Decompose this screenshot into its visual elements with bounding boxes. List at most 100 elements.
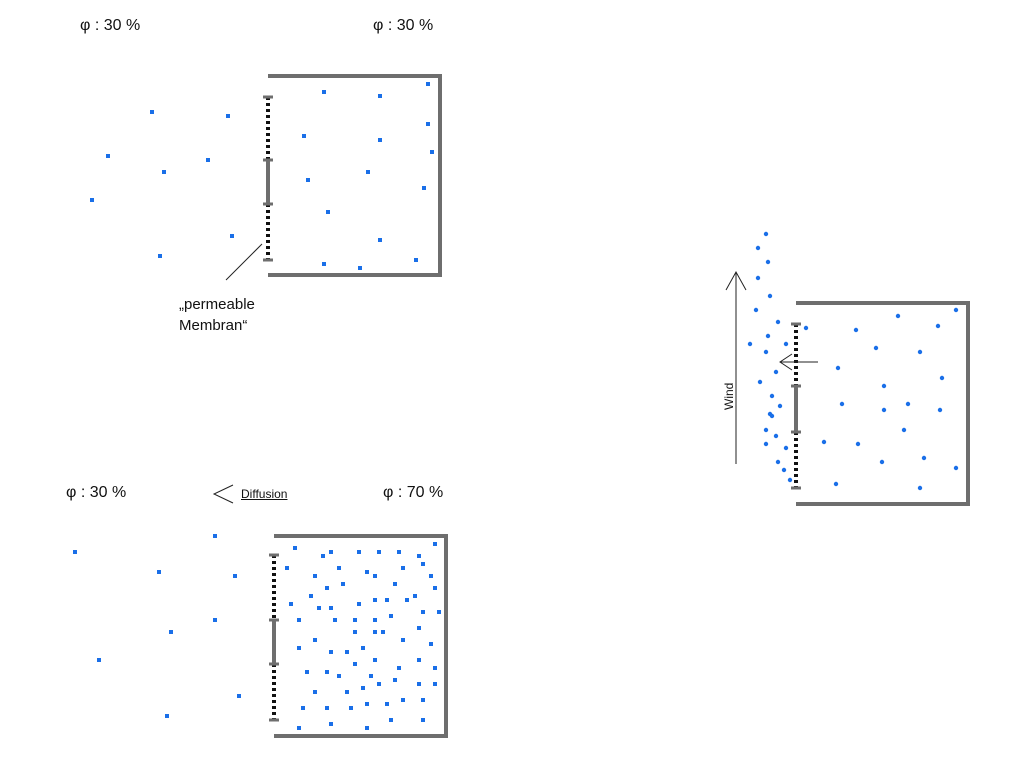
outside-particle — [206, 158, 210, 162]
inside-particle — [939, 375, 945, 381]
inside-particle — [385, 598, 389, 602]
inside-particle — [855, 441, 861, 447]
inside-particle — [821, 439, 827, 445]
inside-particle — [326, 210, 330, 214]
inside-particle — [430, 150, 434, 154]
outside-humidity-label-top: φ : 30 % — [80, 17, 141, 34]
inside-particle — [358, 266, 362, 270]
inside-particle — [397, 550, 401, 554]
inside-particle — [378, 238, 382, 242]
inside-particle — [345, 690, 349, 694]
inside-humidity-label-bottom: φ : 70 % — [383, 484, 444, 501]
inside-particle — [935, 323, 941, 329]
inside-particle — [385, 702, 389, 706]
inside-particle — [879, 459, 885, 465]
inside-particle — [313, 574, 317, 578]
inside-particle — [833, 481, 839, 487]
outside-particle — [763, 349, 769, 355]
outside-particle — [755, 245, 761, 251]
inside-particle — [306, 178, 310, 182]
inside-particle — [377, 682, 381, 686]
inside-particle — [881, 407, 887, 413]
outside-particle — [783, 445, 789, 451]
outside-particle — [783, 341, 789, 347]
inside-particle — [433, 542, 437, 546]
inside-particle — [293, 546, 297, 550]
inside-particle — [421, 718, 425, 722]
inside-humidity-label-top: φ : 30 % — [373, 17, 434, 34]
inside-particle — [349, 706, 353, 710]
outside-particle — [90, 198, 94, 202]
inside-particle — [325, 706, 329, 710]
inside-particle — [345, 650, 349, 654]
outside-particle — [763, 231, 769, 237]
inside-particle — [433, 586, 437, 590]
outside-particle — [765, 259, 771, 265]
inside-particle — [329, 650, 333, 654]
inside-particle — [377, 550, 381, 554]
outside-particle — [757, 379, 763, 385]
inside-particle — [322, 90, 326, 94]
inside-particle — [429, 574, 433, 578]
inside-particle — [937, 407, 943, 413]
inside-particle — [853, 327, 859, 333]
inside-particle — [417, 554, 421, 558]
outside-particle — [106, 154, 110, 158]
inside-particle — [393, 678, 397, 682]
outside-particle — [777, 403, 783, 409]
outside-particle — [769, 413, 775, 419]
inside-particle — [421, 610, 425, 614]
inside-particle — [389, 718, 393, 722]
inside-particle — [365, 702, 369, 706]
inside-particle — [329, 606, 333, 610]
inside-particle — [321, 554, 325, 558]
inside-particle — [325, 586, 329, 590]
inside-particle — [437, 610, 441, 614]
inside-particle — [357, 550, 361, 554]
outside-particle — [763, 441, 769, 447]
inside-particle — [317, 606, 321, 610]
inside-particle — [366, 170, 370, 174]
inside-particle — [378, 94, 382, 98]
inside-particle — [839, 401, 845, 407]
inside-particle — [337, 674, 341, 678]
wind-label: Wind — [722, 382, 736, 410]
inside-particle — [313, 690, 317, 694]
outside-particle — [775, 459, 781, 465]
inside-particle — [361, 646, 365, 650]
inside-particle — [301, 706, 305, 710]
outside-particle — [97, 658, 101, 662]
outside-particle — [169, 630, 173, 634]
inside-particle — [365, 726, 369, 730]
outside-particle — [775, 319, 781, 325]
inside-particle — [325, 670, 329, 674]
inside-particle — [401, 638, 405, 642]
inside-particle — [905, 401, 911, 407]
inside-particle — [429, 642, 433, 646]
inside-particle — [309, 594, 313, 598]
outside-particle — [213, 534, 217, 538]
inside-particle — [405, 598, 409, 602]
inside-particle — [302, 134, 306, 138]
inside-particle — [357, 602, 361, 606]
inside-particle — [381, 630, 385, 634]
inside-particle — [305, 670, 309, 674]
outside-particle — [226, 114, 230, 118]
inside-particle — [417, 626, 421, 630]
inside-particle — [401, 566, 405, 570]
inside-particle — [373, 574, 377, 578]
inside-particle — [422, 186, 426, 190]
diffusion-label: Diffusion — [241, 487, 288, 501]
inside-particle — [953, 307, 959, 313]
inside-particle — [953, 465, 959, 471]
inside-particle — [373, 630, 377, 634]
membrane-label-line1: „permeable — [179, 296, 255, 313]
inside-particle — [373, 618, 377, 622]
outside-particle — [157, 570, 161, 574]
outside-particle — [767, 293, 773, 299]
inside-particle — [895, 313, 901, 319]
inside-particle — [414, 258, 418, 262]
inside-particle — [341, 582, 345, 586]
